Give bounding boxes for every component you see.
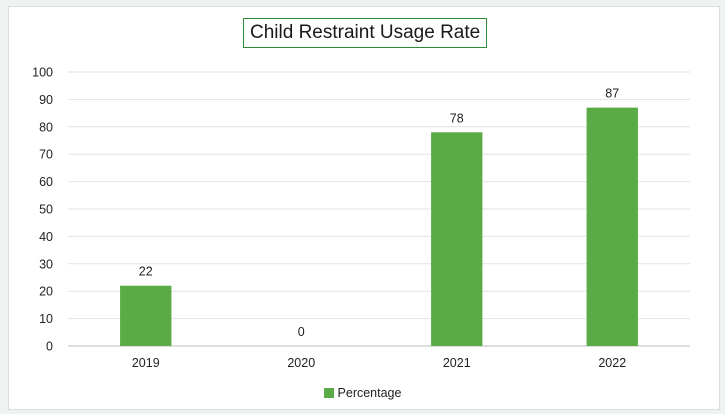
bar: [586, 107, 638, 347]
x-tick-label: 2020: [287, 356, 315, 370]
chart-title: Child Restraint Usage Rate: [250, 22, 481, 43]
y-tick-label: 10: [39, 312, 53, 326]
data-label: 22: [139, 265, 153, 279]
y-tick-label: 30: [39, 257, 53, 271]
legend: Percentage: [0, 386, 725, 400]
y-tick-label: 100: [32, 66, 53, 80]
x-tick-label: 2022: [598, 356, 626, 370]
y-tick-label: 0: [46, 340, 53, 354]
x-tick-label: 2021: [443, 356, 471, 370]
data-label: 0: [298, 325, 305, 339]
y-tick-label: 90: [39, 93, 53, 107]
y-tick-label: 20: [39, 285, 53, 299]
data-label: 78: [450, 111, 464, 125]
x-tick-label: 2019: [132, 356, 160, 370]
y-tick-label: 40: [39, 230, 53, 244]
data-label: 87: [605, 87, 619, 101]
bar: [431, 132, 483, 346]
chart-title-box: Child Restraint Usage Rate: [243, 18, 488, 48]
legend-swatch: [323, 388, 334, 398]
y-tick-label: 50: [39, 203, 53, 217]
legend-label: Percentage: [337, 386, 402, 400]
y-tick-label: 60: [39, 175, 53, 189]
bar: [120, 285, 172, 346]
y-tick-label: 70: [39, 148, 53, 162]
y-tick-label: 80: [39, 120, 53, 134]
